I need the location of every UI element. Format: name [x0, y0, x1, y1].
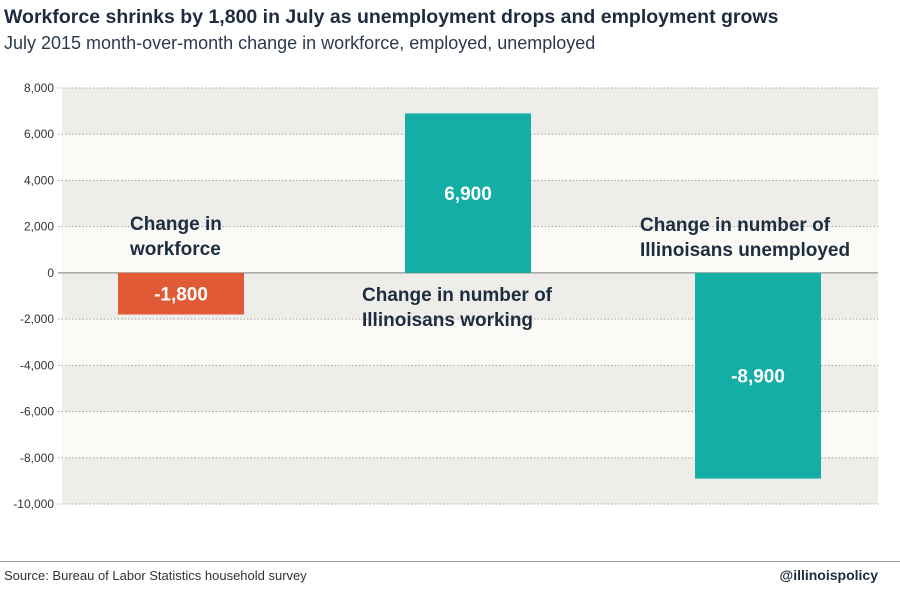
chart-title: Workforce shrinks by 1,800 in July as un… — [4, 6, 779, 28]
y-tick-label: -6,000 — [20, 405, 54, 419]
bar — [695, 272, 821, 479]
y-tick-label: -8,000 — [20, 451, 54, 465]
brand-handle: @illinoispolicy — [779, 567, 878, 583]
y-tick-label: -2,000 — [20, 312, 54, 326]
category-label: Change in number of — [640, 215, 831, 236]
category-label: Illinoisans unemployed — [640, 240, 850, 261]
y-tick-label: -10,000 — [13, 497, 54, 511]
bar — [118, 272, 244, 315]
y-tick-label: 0 — [47, 266, 54, 280]
bar-value-label: -1,800 — [154, 285, 208, 306]
bar-value-label: 6,900 — [444, 184, 492, 205]
category-label: workforce — [129, 239, 221, 260]
y-tick-label: 4,000 — [24, 173, 54, 187]
bar-chart: 8,000 6,000 4,000 2,000 0 -2,000 -4,000 -6,000 -… — [13, 81, 878, 511]
footer-divider — [0, 561, 900, 562]
y-tick-label: 8,000 — [24, 81, 54, 95]
bar-value-label: -8,900 — [731, 367, 785, 388]
chart-subtitle: July 2015 month-over-month change in wor… — [4, 33, 596, 53]
y-tick-label: -4,000 — [20, 358, 54, 372]
category-label: Illinoisans working — [362, 310, 533, 331]
category-label: Change in — [130, 214, 222, 235]
y-tick-label: 6,000 — [24, 127, 54, 141]
bar — [405, 113, 531, 273]
source-note: Source: Bureau of Labor Statistics house… — [4, 568, 307, 583]
category-label: Change in number of — [362, 285, 553, 306]
y-tick-label: 2,000 — [24, 220, 54, 234]
